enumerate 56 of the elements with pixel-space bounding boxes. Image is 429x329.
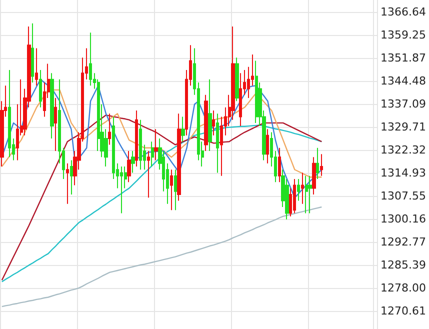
candlestick <box>305 175 308 214</box>
candlestick <box>208 78 212 152</box>
candlestick <box>216 113 219 174</box>
candlestick <box>266 128 269 164</box>
candlestick <box>89 32 92 86</box>
candlestick <box>131 150 135 174</box>
y-tick-label: 1344.48 <box>380 74 426 88</box>
candlestick <box>39 70 42 108</box>
candlestick <box>278 147 281 183</box>
y-tick-label: 1351.87 <box>380 51 426 64</box>
candlestick <box>154 128 158 161</box>
y-tick-label: 1307.55 <box>380 189 426 202</box>
candlestick <box>297 178 300 202</box>
candlestick <box>320 154 323 176</box>
candlestick <box>151 141 154 168</box>
y-tick-label: 1285.39 <box>380 258 426 272</box>
y-tick-label: 1366.64 <box>380 6 426 19</box>
candlestick <box>204 94 208 152</box>
y-tick-label: 1292.77 <box>380 235 426 248</box>
y-tick-label: 1278.00 <box>380 281 426 294</box>
line-series <box>1 206 322 308</box>
y-tick-label: 1329.71 <box>380 120 426 134</box>
y-tick-label: 1314.93 <box>380 166 426 180</box>
y-tick-label: 1322.32 <box>380 143 426 156</box>
candlestick <box>239 72 242 127</box>
candlestick <box>235 57 239 102</box>
candlestick <box>108 113 111 146</box>
candlestick <box>212 110 215 136</box>
y-tick-label: 1359.25 <box>380 28 426 42</box>
candlestick <box>177 113 181 202</box>
candlestick <box>181 116 185 142</box>
candlestick <box>316 147 319 180</box>
y-tick-label: 1300.16 <box>380 212 426 226</box>
candlestick <box>50 72 54 140</box>
candlestick <box>147 150 150 198</box>
candlestick <box>35 48 38 86</box>
candlestick <box>54 98 57 152</box>
line-series <box>1 78 322 198</box>
candlestick <box>31 22 34 83</box>
candlestick <box>255 60 258 124</box>
candlestick <box>293 178 296 214</box>
candlestick <box>174 169 177 211</box>
line-series <box>1 89 322 178</box>
candlestick <box>135 110 138 168</box>
candlestick <box>139 119 142 170</box>
candlestick <box>127 150 131 183</box>
candlestick <box>312 156 316 196</box>
y-tick-label: 1270.61 <box>380 304 426 318</box>
candlestick <box>8 70 11 158</box>
candlestick <box>308 175 312 214</box>
candlestick <box>120 166 123 214</box>
candlestick <box>66 162 69 204</box>
candlestick <box>70 160 73 196</box>
candlestick <box>301 172 304 204</box>
candlestick <box>170 169 173 211</box>
y-tick-label: 1337.09 <box>380 97 426 110</box>
